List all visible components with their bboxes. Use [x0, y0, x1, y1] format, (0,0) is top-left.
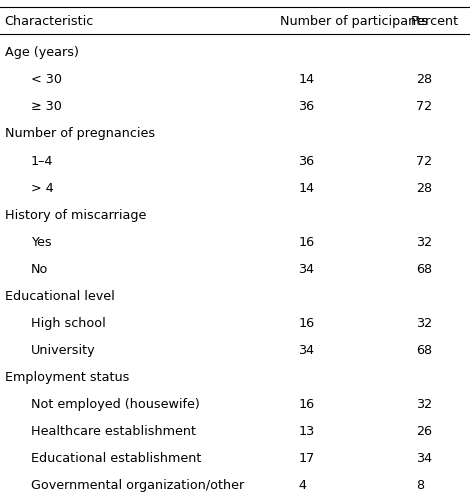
Text: > 4: > 4 [31, 181, 53, 194]
Text: No: No [31, 263, 48, 275]
Text: ≥ 30: ≥ 30 [31, 100, 62, 113]
Text: 1–4: 1–4 [31, 154, 53, 167]
Text: 34: 34 [298, 263, 314, 275]
Text: 16: 16 [298, 397, 314, 410]
Text: 14: 14 [298, 181, 314, 194]
Text: 68: 68 [416, 263, 432, 275]
Text: High school: High school [31, 316, 105, 329]
Text: Not employed (housewife): Not employed (housewife) [31, 397, 199, 410]
Text: Educational establishment: Educational establishment [31, 451, 201, 464]
Text: 16: 16 [298, 235, 314, 248]
Text: 68: 68 [416, 343, 432, 356]
Text: University: University [31, 343, 95, 356]
Text: 14: 14 [298, 73, 314, 86]
Text: 34: 34 [298, 343, 314, 356]
Text: Percent: Percent [411, 15, 459, 28]
Text: 34: 34 [416, 451, 432, 464]
Text: Number of participants: Number of participants [280, 15, 428, 28]
Text: 72: 72 [416, 154, 432, 167]
Text: Characteristic: Characteristic [5, 15, 94, 28]
Text: 16: 16 [298, 316, 314, 329]
Text: Yes: Yes [31, 235, 51, 248]
Text: 36: 36 [298, 100, 314, 113]
Text: 32: 32 [416, 235, 432, 248]
Text: 28: 28 [416, 181, 432, 194]
Text: Healthcare establishment: Healthcare establishment [31, 424, 196, 437]
Text: 4: 4 [298, 478, 306, 491]
Text: 28: 28 [416, 73, 432, 86]
Text: 8: 8 [416, 478, 424, 491]
Text: Employment status: Employment status [5, 370, 129, 383]
Text: Age (years): Age (years) [5, 46, 78, 59]
Text: History of miscarriage: History of miscarriage [5, 208, 146, 221]
Text: Number of pregnancies: Number of pregnancies [5, 127, 155, 140]
Text: Governmental organization/other: Governmental organization/other [31, 478, 244, 491]
Text: 36: 36 [298, 154, 314, 167]
Text: Educational level: Educational level [5, 289, 115, 302]
Text: 17: 17 [298, 451, 315, 464]
Text: 72: 72 [416, 100, 432, 113]
Text: 32: 32 [416, 397, 432, 410]
Text: < 30: < 30 [31, 73, 62, 86]
Text: 32: 32 [416, 316, 432, 329]
Text: 13: 13 [298, 424, 315, 437]
Text: 26: 26 [416, 424, 432, 437]
